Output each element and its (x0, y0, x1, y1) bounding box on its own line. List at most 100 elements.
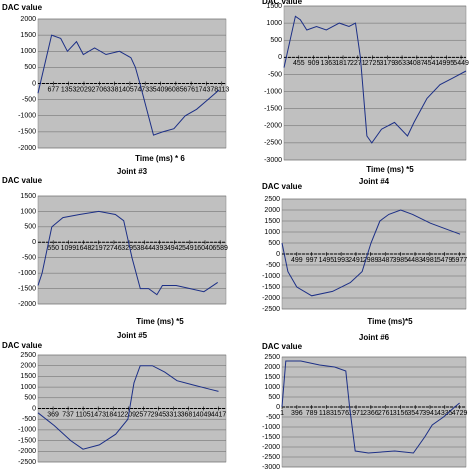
y-tick-label: -2000 (264, 123, 282, 130)
x-tick-label: 4942 (167, 245, 183, 252)
x-tick-label: 6589 (212, 245, 228, 252)
x-tick-label: 997 (306, 257, 318, 264)
data-line (281, 209, 461, 297)
y-tick-label: 2000 (20, 16, 36, 23)
x-tick-label: 455 (293, 60, 305, 67)
x-tick-label: 5449 (453, 60, 469, 67)
y-tick-label: -2500 (18, 459, 36, 466)
x-axis-title: Time (ms) * 6 (135, 154, 185, 163)
x-tick-label: 3487 (378, 257, 394, 264)
x-tick-label: 1971 (348, 410, 364, 417)
x-tick-label: 5409 (153, 86, 169, 93)
x-tick-label: 3381 (107, 86, 123, 93)
x-tick-label: 4335 (437, 410, 453, 417)
x-tick-label: 8113 (214, 86, 229, 93)
x-tick-label: 3941 (422, 410, 438, 417)
x-tick-label: 3295 (121, 245, 137, 252)
y-axis-title: DAC value (2, 3, 43, 12)
y-tick-label: -1000 (264, 88, 282, 95)
x-tick-label: 1363 (321, 60, 337, 67)
y-tick-label: 0 (278, 54, 282, 61)
x-tick-label: 1993 (333, 257, 349, 264)
y-axis-title: DAC value (2, 341, 43, 350)
x-axis-title: Time (ms)*5 (367, 317, 413, 326)
x-tick-label: 2945 (151, 411, 167, 418)
x-tick-label: 5977 (452, 257, 468, 264)
x-tick-label: 3179 (380, 60, 396, 67)
y-tick-label: 2000 (20, 363, 36, 370)
x-tick-label: 1841 (105, 411, 121, 418)
y-tick-label: 0 (276, 404, 280, 411)
x-tick-label: 369 (47, 411, 59, 418)
y-tick-label: 1500 (264, 218, 280, 225)
y-tick-label: 0 (276, 251, 280, 258)
y-tick-label: -2500 (262, 454, 280, 461)
x-tick-label: 4995 (439, 60, 455, 67)
plot-area (283, 5, 467, 161)
chart-title: Joint #3 (117, 167, 148, 176)
x-tick-label: 4393 (152, 245, 168, 252)
y-tick-label: -500 (266, 414, 280, 421)
y-tick-label: -2000 (262, 295, 280, 302)
x-tick-label: 909 (308, 60, 320, 67)
y-tick-label: 0 (32, 405, 36, 412)
x-tick-label: 2746 (106, 245, 122, 252)
x-tick-label: 4417 (211, 411, 227, 418)
data-line (283, 15, 467, 144)
y-tick-label: -3000 (264, 157, 282, 164)
y-tick-label: 2500 (20, 352, 36, 359)
plot-area (37, 195, 227, 305)
x-tick-label: 396 (291, 410, 303, 417)
y-tick-label: 1000 (20, 384, 36, 391)
x-tick-label: 1 (280, 410, 284, 417)
y-tick-label: 2000 (264, 207, 280, 214)
x-tick-label: 2577 (136, 411, 152, 418)
y-tick-label: -500 (268, 71, 282, 78)
x-tick-label: 1648 (76, 245, 92, 252)
y-tick-label: -2000 (18, 448, 36, 455)
x-tick-label: 1495 (319, 257, 335, 264)
y-axis-title: DAC value (262, 0, 303, 6)
y-tick-label: -2000 (18, 145, 36, 152)
x-tick-label: 6761 (183, 86, 199, 93)
data-line (281, 360, 460, 454)
y-tick-label: -1000 (262, 424, 280, 431)
y-tick-label: -2500 (264, 140, 282, 147)
y-tick-label: -1000 (18, 427, 36, 434)
y-tick-label: -1500 (18, 129, 36, 136)
x-tick-label: 4087 (409, 60, 425, 67)
y-axis-title: DAC value (2, 176, 43, 185)
y-tick-label: -500 (22, 255, 36, 262)
x-tick-label: 3844 (136, 245, 152, 252)
x-tick-label: 4483 (407, 257, 423, 264)
y-tick-label: -500 (266, 262, 280, 269)
x-tick-label: 4729 (452, 410, 468, 417)
x-tick-label: 1353 (61, 86, 77, 93)
x-tick-label: 7437 (199, 86, 215, 93)
x-tick-label: 1473 (90, 411, 106, 418)
chart-title: Joint #4 (359, 177, 390, 186)
y-tick-label: 0 (32, 80, 36, 87)
x-tick-label: 2989 (363, 257, 379, 264)
x-tick-label: 499 (291, 257, 303, 264)
y-tick-label: -1000 (18, 113, 36, 120)
y-tick-label: 1000 (20, 48, 36, 55)
x-tick-label: 3156 (393, 410, 409, 417)
x-tick-label: 550 (47, 245, 59, 252)
y-tick-label: -1500 (18, 285, 36, 292)
x-tick-label: 6085 (168, 86, 184, 93)
x-tick-label: 2725 (365, 60, 381, 67)
y-tick-label: 500 (24, 224, 36, 231)
x-tick-label: 4733 (137, 86, 153, 93)
y-tick-label: -2000 (262, 444, 280, 451)
chart-title: Joint #5 (117, 331, 148, 340)
data-line (37, 365, 219, 450)
x-tick-label: 2706 (92, 86, 108, 93)
y-tick-label: -2000 (18, 301, 36, 308)
x-tick-label: 3633 (394, 60, 410, 67)
x-tick-label: 1576 (333, 410, 349, 417)
x-tick-label: 4057 (122, 86, 138, 93)
x-tick-label: 6040 (197, 245, 213, 252)
x-tick-label: 2029 (76, 86, 92, 93)
